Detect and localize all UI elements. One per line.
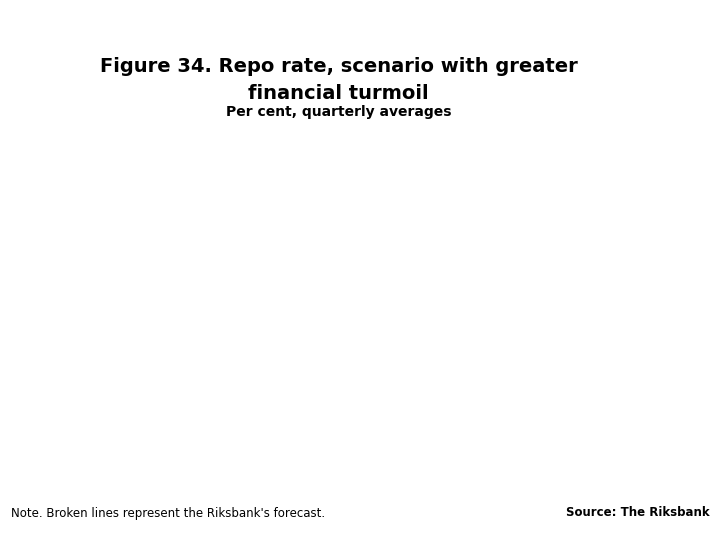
Text: RIKSBANK: RIKSBANK xyxy=(649,66,680,71)
Circle shape xyxy=(639,31,653,43)
Text: SVERIGES: SVERIGES xyxy=(649,59,680,64)
Text: financial turmoil: financial turmoil xyxy=(248,84,428,103)
Circle shape xyxy=(634,9,648,19)
Circle shape xyxy=(681,9,695,19)
Circle shape xyxy=(676,31,690,43)
Text: Figure 34. Repo rate, scenario with greater: Figure 34. Repo rate, scenario with grea… xyxy=(99,57,577,76)
Text: Note. Broken lines represent the Riksbank's forecast.: Note. Broken lines represent the Riksban… xyxy=(11,507,325,519)
Text: Source: The Riksbank: Source: The Riksbank xyxy=(566,507,709,519)
Text: Per cent, quarterly averages: Per cent, quarterly averages xyxy=(225,105,451,119)
Circle shape xyxy=(658,9,671,19)
